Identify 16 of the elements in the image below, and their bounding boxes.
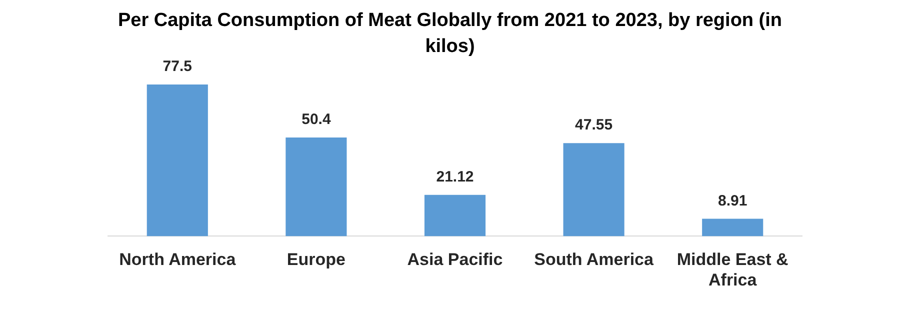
x-tick-label: Middle East & Africa — [676, 250, 788, 290]
chart-title: Per Capita Consumption of Meat Globally from 2021 to 2023, by region (in kilos) — [116, 9, 784, 59]
data-label: 47.55 — [575, 116, 613, 134]
data-label: 21.12 — [436, 168, 474, 186]
data-label: 50.4 — [302, 111, 332, 128]
bar — [563, 143, 624, 236]
bar — [424, 194, 486, 236]
x-tick-label: Europe — [286, 250, 346, 270]
x-tick-label: South America — [534, 250, 654, 270]
data-label: 8.91 — [718, 192, 748, 210]
x-tick-label: Asia Pacific — [407, 250, 503, 270]
bar — [286, 138, 347, 236]
bar — [702, 218, 764, 236]
bar — [146, 84, 208, 236]
data-label: 77.5 — [162, 58, 192, 76]
x-tick-label: North America — [119, 250, 236, 270]
